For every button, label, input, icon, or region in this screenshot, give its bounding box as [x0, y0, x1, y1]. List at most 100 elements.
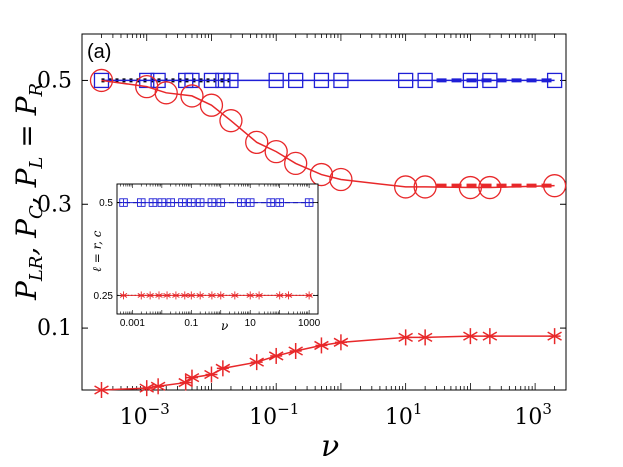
y-label-part: , P — [10, 218, 43, 256]
y-label-part: = P — [10, 95, 43, 156]
x-tick-exponent: 1 — [413, 400, 423, 418]
inset-background — [116, 183, 319, 315]
square-marker — [223, 72, 239, 89]
x-tick-exponent: 3 — [542, 400, 552, 418]
square-marker — [93, 72, 110, 89]
circle-marker — [89, 68, 114, 93]
x-tick-label: 10−3 — [120, 400, 170, 430]
inset-plot: 0.25 0.5 0.001 0.1 10 1000 ℓ = r, c ν — [90, 183, 321, 333]
square-marker — [203, 72, 220, 89]
y-label-subscript: L — [26, 157, 47, 170]
circle-marker — [264, 139, 288, 164]
square-marker — [482, 72, 498, 89]
circle-marker — [329, 167, 353, 192]
x-tick-base: 10 — [514, 405, 542, 430]
x-tick-exponent: −3 — [148, 400, 170, 418]
square-marker — [462, 72, 479, 89]
asterisk-marker — [246, 291, 254, 300]
inset-x-tick-label: 0.1 — [184, 318, 198, 329]
asterisk-marker — [119, 291, 128, 300]
asterisk-marker — [284, 291, 293, 300]
square-marker — [268, 72, 284, 89]
y-label-part: P — [10, 280, 43, 301]
circle-marker — [542, 174, 567, 198]
x-tick-base: 10 — [120, 405, 148, 430]
asterisk-marker — [196, 291, 204, 300]
inset-x-tick-label: 0.001 — [120, 318, 145, 329]
asterisk-marker — [463, 328, 478, 345]
asterisk-marker — [333, 334, 349, 351]
y-axis-label: PLR, PC, PL = PR — [10, 83, 47, 301]
circle-marker — [458, 175, 483, 200]
asterisk-marker — [305, 291, 313, 300]
asterisk-marker — [187, 291, 196, 300]
inset-y-axis-label: ℓ = r, c — [90, 230, 104, 272]
x-tick-label: 101 — [385, 400, 423, 430]
square-marker — [139, 72, 155, 89]
circle-marker — [245, 130, 269, 154]
asterisk-marker — [155, 291, 163, 300]
asterisk-marker — [314, 337, 329, 354]
x-tick-label: 10−1 — [249, 400, 299, 430]
inset-x-tick-label: 10 — [245, 318, 257, 329]
asterisk-marker — [255, 291, 263, 300]
asterisk-marker — [417, 329, 433, 346]
asterisk-marker — [184, 369, 200, 386]
asterisk-marker — [178, 374, 194, 391]
square-marker — [184, 72, 200, 89]
square-marker — [417, 72, 433, 89]
circle-marker — [219, 109, 243, 133]
y-label-subscript: R — [26, 83, 47, 98]
circle-marker — [180, 84, 204, 108]
inset-ticks: 0.25 0.5 0.001 0.1 10 1000 — [94, 184, 321, 329]
square-marker — [546, 72, 563, 89]
x-tick-label: 103 — [514, 400, 552, 430]
inset-y-tick-label: 0.25 — [94, 291, 114, 302]
y-tick-label: 0.3 — [37, 192, 72, 217]
inset-frame — [116, 183, 319, 315]
y-label-part: , P — [10, 167, 43, 205]
inset-x-axis-label: ν — [221, 319, 228, 333]
x-axis-label: ν — [321, 429, 339, 464]
inset-series — [117, 198, 318, 300]
square-marker — [398, 72, 414, 89]
square-marker — [313, 72, 330, 89]
asterisk-marker — [268, 347, 284, 364]
asterisk-marker — [288, 342, 303, 359]
asterisk-marker — [547, 328, 562, 345]
square-marker — [215, 72, 231, 89]
circle-marker — [478, 175, 502, 200]
asterisk-marker — [181, 291, 189, 300]
y-tick-label: 0.1 — [37, 316, 72, 341]
main-series — [89, 68, 567, 398]
inset-x-tick-label: 1000 — [298, 318, 321, 329]
circle-marker — [199, 93, 224, 117]
asterisk-marker — [137, 291, 145, 300]
circle-marker — [413, 175, 437, 199]
asterisk-marker — [275, 291, 284, 300]
inset-y-tick-label: 0.5 — [99, 198, 113, 209]
panel-label: (a) — [87, 41, 111, 63]
asterisk-marker — [398, 329, 413, 346]
asterisk-marker — [139, 380, 155, 397]
asterisk-marker — [163, 291, 171, 300]
circle-marker — [284, 151, 308, 176]
asterisk-marker — [482, 328, 498, 345]
asterisk-marker — [208, 291, 216, 300]
asterisk-marker — [231, 291, 239, 300]
y-label-subscript: LR — [26, 256, 47, 283]
asterisk-marker — [150, 378, 166, 395]
square-marker — [333, 72, 349, 89]
asterisk-marker — [217, 291, 225, 300]
x-tick-base: 10 — [385, 405, 413, 430]
circle-marker — [154, 81, 178, 105]
asterisk-marker — [249, 354, 265, 371]
asterisk-marker — [172, 291, 180, 300]
y-label-subscript: C — [26, 205, 47, 219]
asterisk-marker — [94, 382, 109, 398]
x-tick-exponent: −1 — [277, 400, 299, 418]
y-tick-label: 0.5 — [37, 68, 72, 93]
square-marker — [288, 72, 304, 89]
circle-marker — [309, 162, 334, 187]
